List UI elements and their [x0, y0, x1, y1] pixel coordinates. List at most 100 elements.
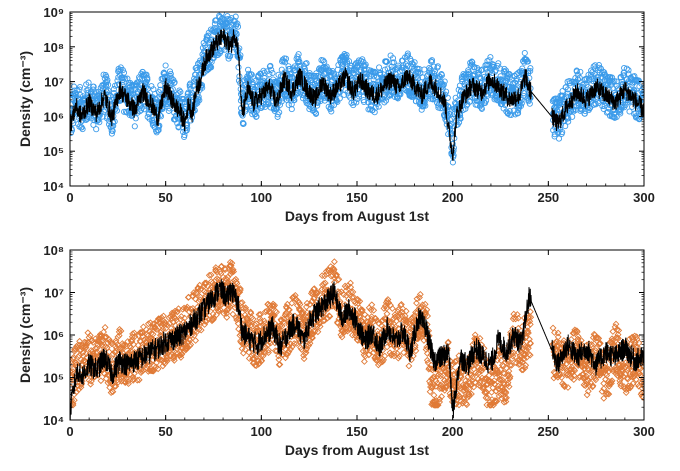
- observed-point: [463, 102, 470, 109]
- observed-point: [471, 64, 478, 71]
- observed-point: [345, 58, 353, 65]
- y-tick-label: 10⁷: [44, 286, 64, 301]
- observed-point: [101, 323, 109, 331]
- observed-point: [234, 23, 242, 30]
- observed-point: [96, 119, 103, 126]
- observed-point: [486, 57, 493, 64]
- x-tick-label: 200: [442, 424, 464, 439]
- observed-point: [240, 120, 247, 127]
- observed-point: [115, 332, 123, 340]
- observed-point: [93, 348, 101, 356]
- y-tick-label: 10⁷: [44, 75, 64, 90]
- observed-point: [245, 66, 252, 73]
- observed-point: [359, 56, 366, 63]
- observed-point: [154, 365, 162, 373]
- observed-point: [314, 102, 321, 109]
- observed-point: [165, 107, 172, 114]
- observed-point: [513, 87, 520, 94]
- observed-point: [362, 61, 369, 68]
- observed-point: [132, 115, 139, 122]
- observed-point: [293, 64, 300, 71]
- observed-point: [78, 124, 85, 131]
- observed-point: [181, 132, 188, 139]
- observed-point: [232, 29, 239, 36]
- observed-point: [404, 50, 411, 57]
- x-tick-label: 200: [442, 190, 464, 205]
- observed-point: [269, 69, 276, 77]
- y-tick-label: 10⁵: [43, 144, 64, 159]
- observed-point: [97, 377, 105, 385]
- observed-point: [144, 320, 152, 328]
- observed-point: [457, 112, 464, 119]
- observed-point: [397, 91, 404, 98]
- observed-point: [405, 362, 413, 370]
- observed-point: [108, 130, 115, 137]
- observed-point: [355, 93, 363, 100]
- observed-point: [153, 359, 160, 367]
- y-tick-label: 10⁵: [43, 371, 64, 386]
- observed-point: [160, 312, 167, 320]
- observed-point: [421, 101, 428, 108]
- observed-point: [75, 386, 83, 394]
- observed-point: [114, 378, 122, 386]
- observed-point: [192, 337, 200, 344]
- observed-point: [166, 68, 174, 75]
- panel-top: 0 50 100 150 200 250 30010⁴10⁵10⁶10⁷10⁸10⁹Days…: [17, 5, 655, 224]
- observed-point: [475, 67, 482, 74]
- observed-point: [149, 330, 157, 338]
- x-tick-label: 250: [537, 424, 559, 439]
- observed-point: [508, 111, 515, 119]
- observed-point: [330, 102, 337, 109]
- observed-point: [427, 95, 434, 102]
- observed-point: [368, 301, 376, 309]
- observed-point: [613, 113, 620, 121]
- observed-point: [139, 333, 147, 341]
- x-tick-label: 300: [633, 190, 655, 205]
- observed-point: [606, 74, 613, 81]
- observed-point: [506, 108, 513, 115]
- observed-point: [166, 105, 173, 112]
- observed-point: [105, 81, 112, 88]
- observed-point: [87, 377, 95, 385]
- observed-point: [160, 70, 167, 77]
- observed-point: [351, 70, 358, 77]
- observed-point: [186, 83, 193, 90]
- observed-point: [147, 367, 155, 375]
- observed-point: [296, 59, 303, 66]
- observed-point: [79, 126, 86, 133]
- observed-point: [105, 87, 112, 94]
- observed-point: [517, 102, 525, 110]
- observed-point: [113, 376, 121, 384]
- observed-point: [371, 109, 378, 116]
- observed-point: [484, 92, 491, 99]
- observed-point: [117, 327, 125, 335]
- observed-point: [320, 57, 327, 64]
- observed-point: [441, 78, 448, 85]
- observed-point: [236, 54, 243, 61]
- observed-point: [111, 382, 118, 390]
- observed-point: [77, 91, 84, 98]
- observed-point: [139, 329, 146, 337]
- observed-point: [109, 350, 117, 358]
- observed-point: [159, 362, 167, 370]
- observed-point: [101, 333, 109, 341]
- observed-point: [439, 85, 446, 92]
- observed-point: [157, 82, 164, 89]
- observed-point: [258, 104, 265, 111]
- observed-point: [347, 94, 354, 101]
- observed-point: [409, 93, 416, 100]
- y-tick-label: 10⁸: [43, 40, 64, 55]
- observed-point: [519, 65, 526, 72]
- observed-point: [591, 65, 598, 72]
- observed-point: [119, 345, 127, 353]
- observed-point: [586, 105, 593, 112]
- observed-point: [417, 70, 424, 77]
- x-tick-label: 0: [66, 190, 73, 205]
- observed-point: [127, 347, 135, 355]
- observed-point: [146, 358, 154, 366]
- observed-point: [599, 103, 606, 110]
- observed-point: [213, 17, 220, 24]
- observed-point: [205, 32, 212, 39]
- observed-point: [504, 72, 511, 79]
- observed-point: [112, 382, 120, 390]
